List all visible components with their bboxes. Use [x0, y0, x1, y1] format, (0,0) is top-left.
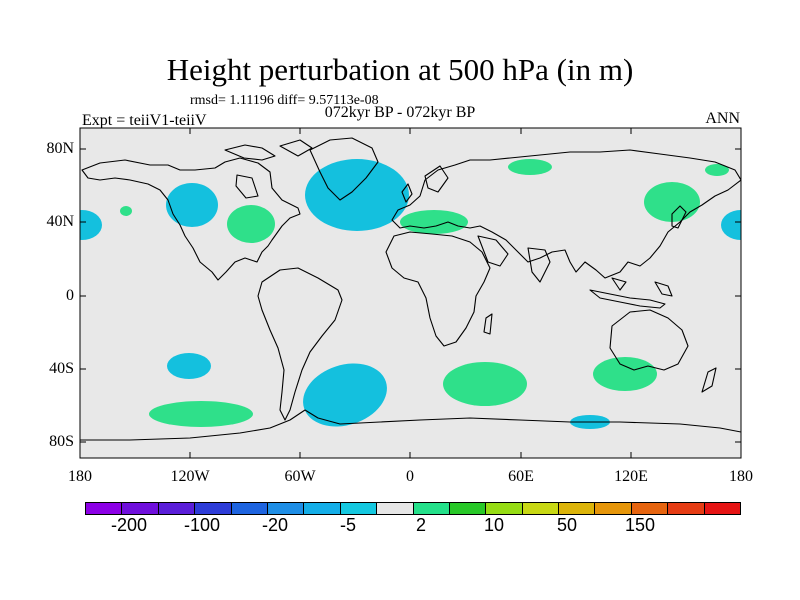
- coast-north-america: [81, 157, 301, 281]
- coast-australia: [609, 309, 689, 371]
- coast-new-zealand: [701, 367, 717, 393]
- coast-britain: [401, 165, 449, 203]
- colorbar-swatch: [668, 503, 705, 514]
- subtitle: 072kyr BP - 072kyr BP: [324, 104, 476, 121]
- colorbar-swatch: [522, 503, 560, 514]
- anomaly-dateline-north-left: [80, 210, 102, 240]
- colorbar-label: 150: [624, 515, 656, 535]
- anomaly-south-indian-west: [443, 362, 527, 406]
- lon-label-60w: 60W: [284, 468, 316, 485]
- coast-greenland: [309, 137, 379, 201]
- anomaly-north-atlantic-greenland: [305, 159, 409, 231]
- colorbar-swatch: [231, 503, 268, 514]
- plot-title: Height perturbation at 500 hPa (in m): [166, 52, 634, 87]
- lon-label-120w: 120W: [170, 468, 210, 485]
- colorbar-label: 10: [483, 515, 505, 535]
- colorbar-swatch: [122, 503, 159, 514]
- anomaly-south-pacific-small: [167, 353, 211, 379]
- anomaly-mediterranean: [400, 210, 468, 234]
- colorbar-swatch: [158, 503, 196, 514]
- anomaly-south-indian-east: [593, 357, 657, 391]
- experiment-label: Expt = teiiV1-teiiV: [82, 112, 207, 129]
- coast-arctic-islands: [224, 139, 313, 199]
- lat-label-40s: 40S: [49, 360, 74, 377]
- anomaly-north-america: [227, 205, 275, 243]
- axis-ticks: [79, 128, 742, 458]
- anomaly-west-siberia: [508, 159, 552, 175]
- colorbar-swatch: [267, 503, 305, 514]
- colorbar-label: -5: [339, 515, 356, 535]
- colorbar-swatch: [340, 503, 378, 514]
- colorbar-label: -100: [183, 515, 221, 535]
- anomaly-south-atlantic: [303, 363, 387, 427]
- colorbar-swatch: [195, 503, 232, 514]
- colorbar-swatch: [86, 503, 123, 514]
- colorbar-swatch: [413, 503, 450, 514]
- coast-eurasia: [391, 149, 741, 279]
- coastlines: [80, 137, 741, 441]
- lat-label-80n: 80N: [46, 140, 74, 157]
- lat-label-80s: 80S: [49, 433, 74, 450]
- colorbar-swatch: [559, 503, 596, 514]
- colorbar-swatch: [486, 503, 523, 514]
- colorbar-label: 50: [556, 515, 578, 535]
- coast-south-america: [257, 267, 343, 421]
- colorbar-swatch: [595, 503, 632, 514]
- lat-label-0: 0: [66, 287, 74, 304]
- coast-india: [527, 247, 551, 283]
- lon-label-180w: 180: [68, 468, 92, 485]
- coast-arabia: [477, 235, 509, 267]
- lon-label-60e: 60E: [508, 468, 534, 485]
- coast-japan: [671, 205, 687, 229]
- lon-label-120e: 120E: [614, 468, 648, 485]
- colorbar-swatch: [377, 503, 414, 514]
- colorbar-swatch: [631, 503, 669, 514]
- anomaly-kamchatka: [705, 164, 729, 176]
- season-label: ANN: [705, 110, 740, 127]
- anomaly-small-pacific: [120, 206, 132, 216]
- anomaly-south-pacific: [149, 401, 253, 427]
- colorbar: [85, 502, 741, 515]
- colorbar-swatch: [704, 503, 741, 514]
- coast-antarctica: [80, 409, 741, 441]
- stats-line: rmsd= 1.11196 diff= 9.57113e-08: [190, 93, 379, 108]
- coast-africa: [385, 231, 491, 347]
- colorbar-swatch: [304, 503, 341, 514]
- anomaly-dateline-north-right: [721, 210, 741, 240]
- coast-madagascar: [483, 313, 493, 335]
- colorbar-swatch: [449, 503, 487, 514]
- lon-label-0: 0: [406, 468, 414, 485]
- coast-indonesia: [589, 277, 673, 309]
- colorbar-label: -200: [110, 515, 148, 535]
- lat-label-40n: 40N: [46, 213, 74, 230]
- colorbar-label: 2: [415, 515, 426, 535]
- lon-label-180e: 180: [729, 468, 753, 485]
- anomaly-north-pacific: [166, 183, 218, 227]
- colorbar-label: -20: [261, 515, 288, 535]
